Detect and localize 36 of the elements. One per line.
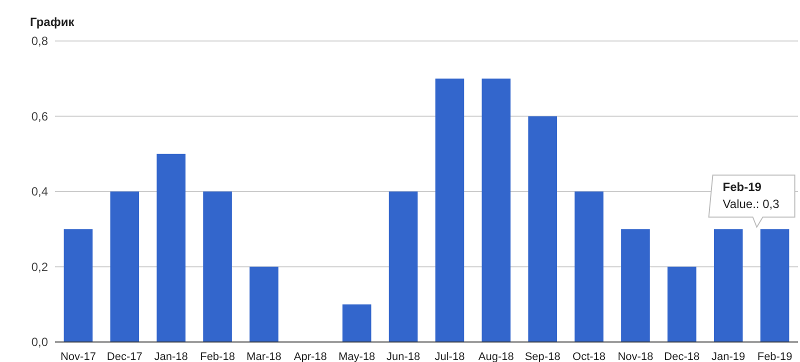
- bar: [435, 78, 464, 342]
- x-tick-label: Dec-17: [106, 351, 142, 362]
- x-tick-label: Jan-19: [712, 351, 746, 362]
- bar: [482, 78, 511, 342]
- x-tick-label: Dec-18: [664, 351, 700, 362]
- x-tick-label: Mar-18: [246, 351, 282, 362]
- bar: [342, 304, 372, 342]
- y-tick-label: 0,6: [31, 109, 48, 124]
- x-tick-label: Jan-18: [154, 351, 188, 362]
- x-tick-label: Aug-18: [478, 351, 514, 362]
- bar: [203, 192, 232, 342]
- bar: [64, 229, 93, 342]
- x-tick-label: Oct-18: [572, 351, 606, 362]
- x-tick-label: Jul-18: [434, 351, 465, 362]
- chart-title: График: [30, 15, 76, 29]
- x-tick-label: Feb-19: [757, 351, 792, 362]
- bar: [110, 192, 140, 342]
- x-tick-label: Nov-18: [618, 351, 654, 362]
- annotation: Feb-19 Value.: 0,3: [722, 180, 780, 212]
- x-tick-label: Jun-18: [386, 351, 420, 362]
- bar: [388, 192, 418, 342]
- bar: [528, 116, 557, 342]
- y-tick-label: 0,0: [31, 335, 48, 349]
- y-tick-label: 0,2: [31, 260, 48, 274]
- bar: [156, 154, 186, 342]
- x-tick-label: Apr-18: [294, 351, 327, 362]
- x-tick-label: Sep-18: [524, 351, 560, 362]
- x-tick-label: Feb-18: [200, 351, 235, 362]
- x-tick-label: May-18: [338, 351, 376, 362]
- bar: [574, 192, 604, 342]
- bar: [621, 229, 650, 342]
- y-tick-label: 0,4: [31, 184, 48, 198]
- bar: [668, 266, 696, 342]
- bar: [250, 266, 278, 342]
- y-tick-label: 0,8: [31, 34, 48, 48]
- x-tick-label: Nov-17: [60, 351, 96, 362]
